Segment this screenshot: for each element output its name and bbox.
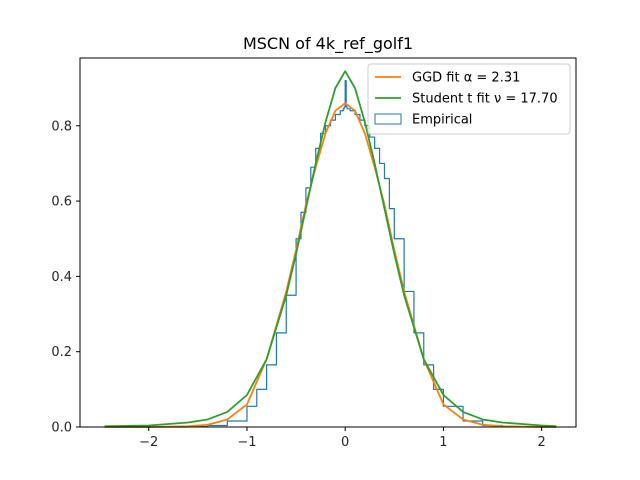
- x-tick-label: −2: [139, 435, 158, 450]
- plot-frame: [79, 57, 577, 428]
- legend-box: [367, 63, 571, 135]
- y-tick-label: 0.4: [51, 270, 72, 285]
- series-ggd-line: [104, 102, 557, 428]
- y-tick-label: 0.6: [51, 195, 72, 210]
- series-empirical-line: [104, 79, 557, 428]
- x-tick-label: 2: [537, 435, 545, 450]
- legend-label: GGD fit α = 2.31: [412, 71, 520, 86]
- x-tick-label: −1: [237, 435, 256, 450]
- y-tick-label: 0.2: [51, 345, 72, 360]
- series-student-line: [104, 70, 557, 428]
- axes: −2 −1 0 1 2 0.0 0.2 0.4 0.6 0.8: [51, 57, 577, 450]
- x-tick-label: 1: [439, 435, 447, 450]
- legend-swatch: [374, 113, 402, 125]
- y-tick-label: 0.0: [51, 421, 72, 436]
- chart-title: MSCN of 4k_ref_golf1: [243, 34, 413, 54]
- y-tick-label: 0.8: [51, 119, 72, 134]
- x-tick-label: 0: [341, 435, 349, 450]
- legend: GGD fit α = 2.31 Student t fit ν = 17.70 E…: [367, 63, 571, 135]
- legend-label: Student t fit ν = 17.70: [412, 92, 558, 107]
- plot-area: [104, 70, 557, 428]
- legend-label: Empirical: [412, 113, 472, 128]
